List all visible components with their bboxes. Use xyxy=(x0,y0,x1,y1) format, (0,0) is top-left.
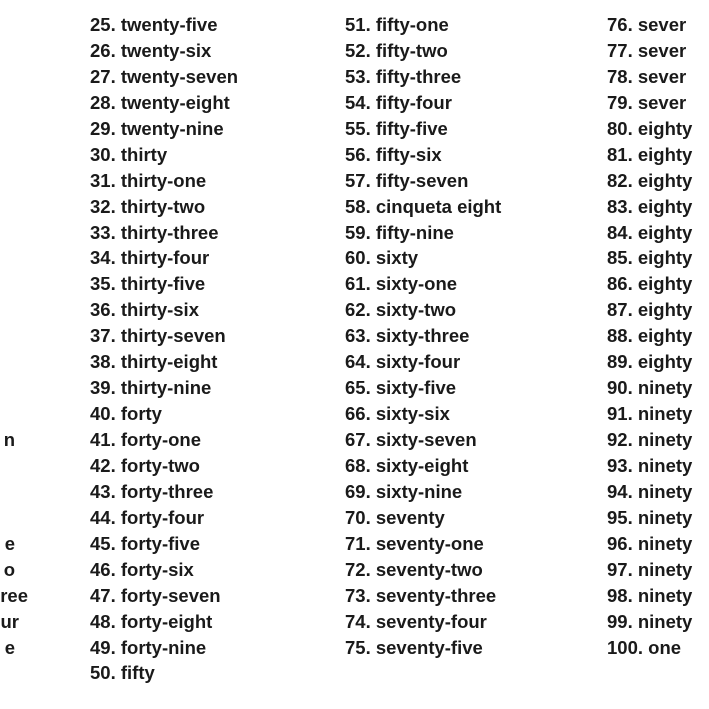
list-item: 100. one xyxy=(607,636,682,658)
list-item: 54. fifty-four xyxy=(345,91,452,113)
list-item: 55. fifty-five xyxy=(345,117,448,139)
list-item: 56. fifty-six xyxy=(345,143,442,165)
list-item: 77. sever xyxy=(607,39,687,61)
list-item: 69. sixty-nine xyxy=(345,480,463,502)
list-item: 60. sixty xyxy=(345,247,419,269)
list-item: 59. fifty-nine xyxy=(345,221,454,243)
list-item-fragment: ree xyxy=(0,584,28,606)
list-item: 63. sixty-three xyxy=(345,325,470,347)
list-item: 95. ninety xyxy=(607,506,693,528)
list-item: 45. forty-five xyxy=(90,532,201,554)
list-item: 85. eighty xyxy=(607,247,693,269)
list-item: 53. fifty-three xyxy=(345,65,462,87)
list-item: 42. forty-two xyxy=(90,454,200,476)
number-column-76-100: 76. sever 77. sever 78. sever 79. sever 80. … xyxy=(607,12,692,660)
list-item: 78. sever xyxy=(607,65,687,87)
list-item: 50. fifty xyxy=(90,662,155,684)
list-item: 73. seventy-three xyxy=(345,584,497,606)
list-item: 68. sixty-eight xyxy=(345,454,469,476)
list-item: 36. thirty-six xyxy=(90,299,199,321)
list-item: 75. seventy-five xyxy=(345,636,483,658)
list-item: 74. seventy-four xyxy=(345,610,487,632)
list-item: 91. ninety xyxy=(607,403,693,425)
list-item: 38. thirty-eight xyxy=(90,351,218,373)
list-item: 94. ninety xyxy=(607,480,693,502)
list-item: 87. eighty xyxy=(607,299,693,321)
list-item: 97. ninety xyxy=(607,558,693,580)
list-item: 86. eighty xyxy=(607,273,693,295)
list-item: 52. fifty-two xyxy=(345,39,448,61)
list-item: 28. twenty-eight xyxy=(90,91,230,113)
list-item: 93. ninety xyxy=(607,454,693,476)
list-item: 76. sever xyxy=(607,14,687,35)
list-item: 46. forty-six xyxy=(90,558,194,580)
list-item: 65. sixty-five xyxy=(345,377,457,399)
list-item: 81. eighty xyxy=(607,143,693,165)
list-item: 51. fifty-one xyxy=(345,14,449,35)
list-item: 39. thirty-nine xyxy=(90,377,212,399)
list-item: 66. sixty-six xyxy=(345,403,450,425)
list-item: 88. eighty xyxy=(607,325,693,347)
list-item: 83. eighty xyxy=(607,195,693,217)
list-item: 92. ninety xyxy=(607,429,693,450)
list-item: 29. twenty-nine xyxy=(90,117,224,139)
list-item: 40. forty xyxy=(90,403,162,425)
list-item-fragment: e xyxy=(4,636,15,658)
list-item-fragment: n xyxy=(3,429,15,451)
list-item: 89. eighty xyxy=(607,351,693,373)
list-item: 72. seventy-two xyxy=(345,558,483,580)
list-item: 48. forty-eight xyxy=(90,610,213,632)
list-item-fragment: e xyxy=(4,533,15,554)
list-item: 34. thirty-four xyxy=(90,247,210,269)
list-item: 61. sixty-one xyxy=(345,273,458,295)
list-item: 47. forty-seven xyxy=(90,584,221,606)
list-item-fragment: ur xyxy=(0,610,20,632)
list-item: 62. sixty-two xyxy=(345,299,457,321)
list-item: 99. ninety xyxy=(607,610,693,632)
list-item: 57. fifty-seven xyxy=(345,169,469,191)
list-item: 44. forty-four xyxy=(90,506,205,528)
list-item: 33. thirty-three xyxy=(90,221,219,243)
list-item: 43. forty-three xyxy=(90,480,214,502)
list-item: 49. forty-nine xyxy=(90,636,207,658)
list-item: 79. sever xyxy=(607,91,687,113)
list-item: 27. twenty-seven xyxy=(90,65,239,87)
list-item: 31. thirty-one xyxy=(90,169,207,191)
list-item: 32. thirty-two xyxy=(90,195,206,217)
list-item: 90. ninety xyxy=(607,377,693,399)
list-item-fragment: o xyxy=(3,558,15,580)
list-item: 41. forty-one xyxy=(90,429,202,450)
list-item: 70. seventy xyxy=(345,506,445,528)
list-item: 37. thirty-seven xyxy=(90,325,226,347)
number-column-51-75: 51. fifty-one 52. fifty-two 53. fifty-thre… xyxy=(345,12,501,660)
list-item: 96. ninety xyxy=(607,532,693,554)
list-item: 82. eighty xyxy=(607,169,693,191)
list-item: 26. twenty-six xyxy=(90,39,212,61)
list-item: 64. sixty-four xyxy=(345,351,461,373)
list-item: 25. twenty-five xyxy=(90,14,218,35)
list-item: 35. thirty-five xyxy=(90,273,206,295)
number-column-25-50: 25. twenty-five 26. twenty-six 27. twenty-… xyxy=(90,12,238,686)
list-item: 67. sixty-seven xyxy=(345,429,477,450)
list-item: 84. eighty xyxy=(607,221,693,243)
list-item: 71. seventy-one xyxy=(345,532,484,554)
list-item: 30. thirty xyxy=(90,143,168,165)
list-item: 98. ninety xyxy=(607,584,693,606)
list-item: 80. eighty xyxy=(607,117,693,139)
list-item: 58. cinqueta eight xyxy=(345,195,502,217)
